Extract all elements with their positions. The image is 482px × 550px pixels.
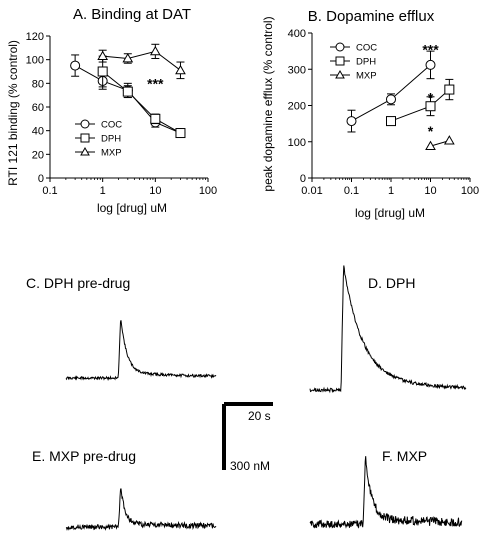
panel-a-title: A. Binding at DAT bbox=[73, 6, 191, 23]
panel-b-coc-point bbox=[425, 59, 436, 70]
panel-a-legend-dph-marker bbox=[80, 133, 90, 143]
panel-a-ytick-label: 40 bbox=[32, 126, 44, 138]
trace-f-line bbox=[309, 456, 463, 529]
trace-e-line bbox=[65, 488, 217, 531]
panel-b-dph-point bbox=[444, 84, 455, 95]
trace-f-title: F. MXP bbox=[382, 448, 427, 464]
panel-a-coc-line bbox=[74, 65, 181, 134]
panel-b-significance-mark: * bbox=[428, 123, 434, 139]
panel-b-ytick-label: 400 bbox=[288, 28, 306, 40]
panel-a-ylabel: RTI 121 binding (% control) bbox=[6, 40, 20, 186]
panel-a-dph-point bbox=[97, 66, 108, 77]
panel-b-coc-point bbox=[346, 116, 357, 127]
panel-a-xlabel: log [drug] uM bbox=[97, 201, 167, 215]
panel-b-significance-mark: *** bbox=[422, 41, 439, 57]
panel-a-binding-chart: A. Binding at DAT log [drug] uM RTI 121 … bbox=[6, 6, 217, 215]
panel-b-xtick-label: 0.1 bbox=[344, 185, 359, 197]
panel-a-ytick-label: 100 bbox=[26, 55, 44, 67]
panel-a-mxp-line bbox=[102, 50, 181, 71]
trace-e-title: E. MXP pre-drug bbox=[32, 448, 136, 464]
panel-a-dph-point bbox=[175, 128, 186, 139]
panel-a-dph-point bbox=[122, 86, 133, 97]
panel-a-coc-point bbox=[70, 60, 81, 71]
panel-a-legend-coc-label: COC bbox=[101, 120, 122, 131]
panel-b-dph-point bbox=[386, 116, 396, 127]
panel-a-ytick-label: 20 bbox=[32, 149, 44, 161]
panel-a-ytick-label: 80 bbox=[32, 78, 44, 90]
panel-a-ytick-label: 0 bbox=[38, 173, 44, 185]
panel-b-xlabel: log [drug] uM bbox=[355, 206, 425, 220]
trace-c-title: C. DPH pre-drug bbox=[26, 275, 130, 291]
panel-b-xtick-label: 1 bbox=[388, 185, 394, 197]
panel-a-ytick-label: 120 bbox=[26, 31, 44, 43]
panel-a-mxp-point bbox=[97, 50, 109, 60]
panel-b-ytick-label: 200 bbox=[288, 101, 306, 113]
panel-a-xtick-label: 100 bbox=[199, 185, 217, 197]
panel-b-ytick-label: 100 bbox=[288, 137, 306, 149]
scale-conc-label: 300 nM bbox=[230, 459, 270, 473]
panel-a-significance-mark: *** bbox=[147, 75, 164, 91]
panel-a-mxp-point bbox=[175, 64, 186, 75]
panel-b-legend-mxp-marker bbox=[335, 69, 345, 79]
panel-b-dph-point bbox=[425, 101, 436, 112]
panel-a-mxp-point bbox=[149, 45, 161, 56]
scale-time-label: 20 s bbox=[248, 409, 271, 423]
panel-b-legend-dph-marker bbox=[335, 56, 345, 66]
panel-b-mxp-point bbox=[425, 140, 436, 150]
panel-b-significance-mark: * bbox=[428, 90, 434, 106]
panel-a-legend-dph-label: DPH bbox=[101, 134, 121, 145]
panel-b-ytick-label: 300 bbox=[288, 64, 306, 76]
panel-b-ylabel: peak dopamine efflux (% control) bbox=[261, 16, 275, 191]
panel-b-xtick-label: 0.01 bbox=[301, 185, 322, 197]
panel-b-legend-coc-label: COC bbox=[356, 43, 377, 54]
panel-a-legend-mxp-marker bbox=[80, 146, 90, 156]
trace-d-title: D. DPH bbox=[368, 275, 415, 291]
panel-a-ytick-label: 60 bbox=[32, 102, 44, 114]
panel-a-legend-mxp-label: MXP bbox=[101, 148, 122, 159]
panel-b-legend-coc-marker bbox=[335, 42, 345, 52]
panel-b-legend-dph-label: DPH bbox=[356, 57, 376, 68]
panel-a-legend-coc-marker bbox=[80, 119, 90, 129]
panel-a-mxp-point bbox=[122, 52, 134, 63]
scale-bar: 20 s 300 nM bbox=[222, 402, 273, 473]
panel-a-dph-line bbox=[102, 71, 181, 134]
panel-b-xtick-label: 100 bbox=[461, 185, 479, 197]
panel-b-legend-mxp-label: MXP bbox=[356, 71, 377, 82]
trace-c-line bbox=[65, 320, 217, 382]
panel-b-coc-point bbox=[386, 94, 396, 105]
panel-a-dph-point bbox=[150, 113, 161, 124]
panel-a-xtick-label: 0.1 bbox=[42, 185, 57, 197]
panel-b-ytick-label: 0 bbox=[300, 173, 306, 185]
trace-d-line bbox=[309, 265, 467, 394]
panel-a-xtick-label: 10 bbox=[149, 185, 161, 197]
panel-b-mxp-point bbox=[443, 135, 455, 145]
panel-b-dph-line bbox=[390, 89, 450, 122]
panel-b-title: B. Dopamine efflux bbox=[308, 8, 435, 25]
panel-a-xtick-label: 1 bbox=[100, 185, 106, 197]
panel-b-efflux-chart: B. Dopamine efflux log [drug] uM peak do… bbox=[261, 8, 479, 220]
panel-b-xtick-label: 10 bbox=[424, 185, 436, 197]
